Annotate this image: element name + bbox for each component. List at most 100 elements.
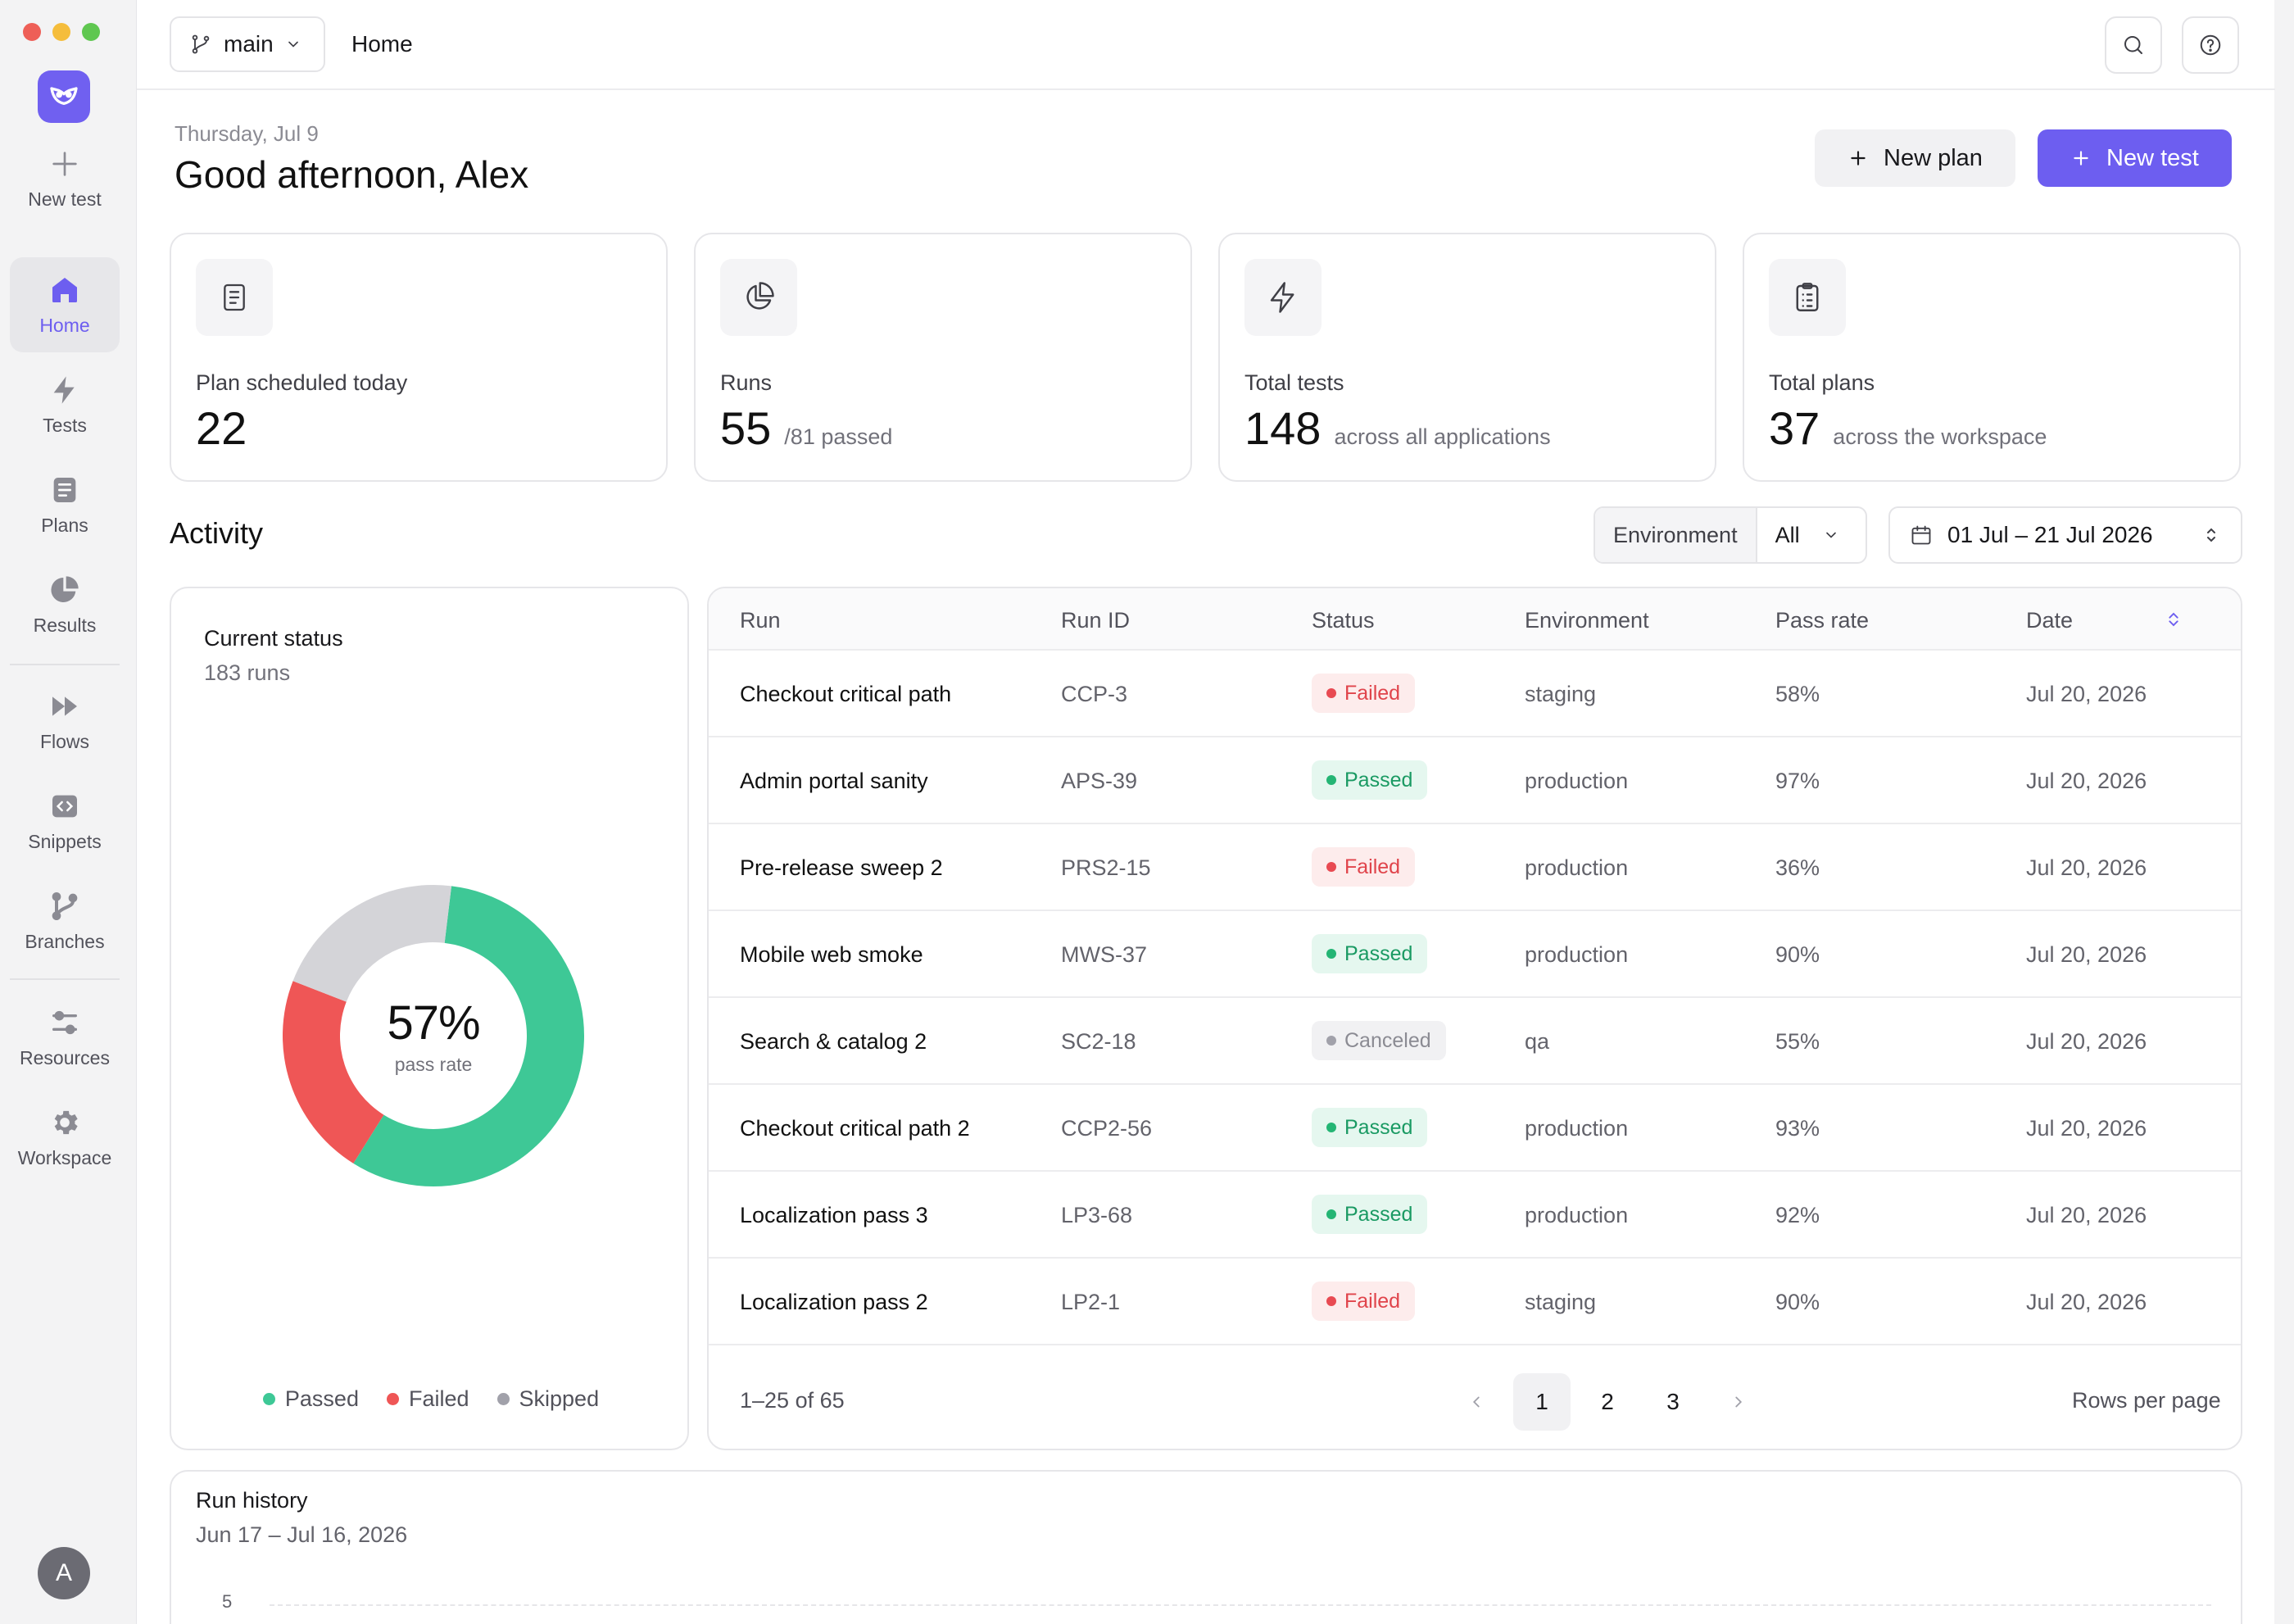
owl-logo-icon[interactable] (38, 70, 90, 123)
column-header-pass-rate[interactable]: Pass rate (1775, 608, 1870, 633)
sidebar-item-label: Plans (41, 514, 88, 536)
branch-selector[interactable]: main (170, 16, 325, 72)
stat-label: Plan scheduled today (196, 370, 408, 395)
table-row[interactable]: Admin portal sanity APS-39 Passed productio… (709, 737, 2241, 824)
status-badge: Passed (1312, 760, 1428, 800)
stat-value: 37 (1769, 402, 1820, 454)
status-dot (1326, 775, 1336, 785)
next-page-button[interactable] (1710, 1373, 1767, 1431)
environment: production (1525, 769, 1629, 793)
plus-icon (1851, 151, 1866, 166)
search-button[interactable] (2105, 16, 2162, 74)
run-date: Jul 20, 2026 (2026, 855, 2147, 880)
sidebar-item-resources[interactable]: Resources (10, 990, 120, 1085)
stat-sub: /81 passed (784, 424, 893, 449)
page-button-1[interactable]: 1 (1513, 1373, 1571, 1431)
run-date: Jul 20, 2026 (2026, 1203, 2147, 1227)
run-name: Checkout critical path 2 (740, 1116, 970, 1141)
clipboard-icon (1769, 259, 1846, 336)
avatar[interactable]: A (38, 1547, 90, 1599)
sidebar-item-tests[interactable]: Tests (10, 357, 120, 452)
stat-card-total-plans[interactable]: Total plans 37 across the workspace (1743, 233, 2241, 482)
environment-select[interactable]: All (1757, 508, 1857, 562)
page-button-2[interactable]: 2 (1601, 1389, 1614, 1414)
status-text: Failed (1344, 681, 1401, 705)
minimize-window-button[interactable] (52, 23, 70, 41)
status-text: Failed (1344, 1289, 1401, 1313)
stat-card-total-tests[interactable]: Total tests 148 across all applications (1218, 233, 1716, 482)
run-id: MWS-37 (1061, 942, 1148, 967)
environment: qa (1525, 1029, 1550, 1054)
pass-rate: 93% (1775, 1116, 1820, 1141)
current-status-runs: 183 runs (204, 660, 291, 685)
column-header-run[interactable]: Run (740, 608, 781, 633)
stat-card-runs[interactable]: Runs 55/81 passed (694, 233, 1192, 482)
status-dot (1326, 862, 1336, 872)
run-history-title: Run history (196, 1488, 308, 1513)
run-id: CCP2-56 (1061, 1116, 1153, 1141)
code-icon (52, 795, 77, 817)
column-header-run-id[interactable]: Run ID (1061, 608, 1131, 633)
stat-value: 55 (720, 402, 772, 454)
pass-rate: 55% (1775, 1029, 1820, 1054)
close-window-button[interactable] (23, 23, 41, 41)
table-header: Run Run ID Status Environment Pass rate … (709, 588, 2241, 651)
sort-icon[interactable] (2162, 608, 2185, 631)
run-history-range: Jun 17 – Jul 16, 2026 (196, 1522, 408, 1547)
sidebar-item-label: Branches (25, 930, 105, 952)
page-button-3[interactable]: 3 (1666, 1389, 1680, 1414)
new-plan-button[interactable]: New plan (1815, 129, 2015, 187)
table-row[interactable]: Checkout critical path CCP-3 Failed staging… (709, 651, 2241, 737)
legend-item-passed: Passed (262, 1386, 359, 1412)
lightning-icon (53, 375, 75, 404)
pass-rate: 58% (1775, 682, 1820, 706)
sidebar-item-home[interactable]: Home (10, 257, 120, 352)
run-date: Jul 20, 2026 (2026, 1290, 2147, 1314)
sidebar-item-branches[interactable]: Branches (10, 873, 120, 969)
table-row[interactable]: Search & catalog 2 SC2-18 Canceled qa 55% Jul… (709, 998, 2241, 1085)
sidebar-item-plans[interactable]: Plans (10, 457, 120, 552)
previous-page-button[interactable] (1448, 1373, 1505, 1431)
status-dot (1326, 1209, 1336, 1219)
stat-label: Total tests (1244, 370, 1344, 395)
run-history-card: Run history Jun 17 – Jul 16, 2026 5 (170, 1470, 2242, 1624)
calendar-icon (1911, 525, 1931, 545)
sidebar: New test Home Tests Plans Results Flows … (0, 0, 136, 1624)
table-row[interactable]: Mobile web smoke MWS-37 Passed production 90… (709, 911, 2241, 998)
sidebar-item-results[interactable]: Results (10, 557, 120, 652)
sidebar-item-label: Workspace (17, 1146, 112, 1168)
status-badge: Canceled (1312, 1021, 1446, 1060)
environment-filter[interactable]: Environment All (1594, 506, 1867, 564)
gridline (270, 1604, 2211, 1606)
new-test-nav-button[interactable]: New test (10, 131, 120, 226)
column-header-date[interactable]: Date (2026, 608, 2074, 633)
run-date: Jul 20, 2026 (2026, 1116, 2147, 1141)
column-header-status[interactable]: Status (1312, 608, 1375, 633)
donut-slice-failed (283, 981, 384, 1164)
environment: staging (1525, 1290, 1597, 1314)
table-row[interactable]: Checkout critical path 2 CCP2-56 Passed pro… (709, 1085, 2241, 1172)
table-row[interactable]: Pre-release sweep 2 PRS2-15 Failed producti… (709, 824, 2241, 911)
sidebar-item-workspace[interactable]: Workspace (10, 1090, 120, 1185)
help-button[interactable] (2182, 16, 2239, 74)
sidebar-item-snippets[interactable]: Snippets (10, 773, 120, 869)
status-text: Passed (1344, 1115, 1413, 1139)
run-date: Jul 20, 2026 (2026, 682, 2147, 706)
environment: production (1525, 1116, 1629, 1141)
table-row[interactable]: Localization pass 2 LP2-1 Failed staging 90%… (709, 1259, 2241, 1345)
sidebar-item-flows[interactable]: Flows (10, 674, 120, 769)
sidebar-divider (10, 978, 120, 980)
new-test-button[interactable]: New test (2038, 129, 2232, 187)
stat-card-plans-today[interactable]: Plan scheduled today 22 (170, 233, 668, 482)
document-icon (196, 259, 273, 336)
environment: production (1525, 1203, 1629, 1227)
donut-slice-skipped (292, 885, 452, 1002)
stat-label: Runs (720, 370, 773, 395)
pass-rate: 90% (1775, 942, 1820, 967)
table-row[interactable]: Localization pass 3 LP3-68 Passed productio… (709, 1172, 2241, 1259)
y-tick-label: 5 (222, 1591, 233, 1612)
zoom-window-button[interactable] (82, 23, 100, 41)
column-header-environment[interactable]: Environment (1525, 608, 1649, 633)
chevron-left-icon (1472, 1396, 1480, 1408)
date-range-picker[interactable]: 01 Jul – 21 Jul 2026 (1888, 506, 2242, 564)
